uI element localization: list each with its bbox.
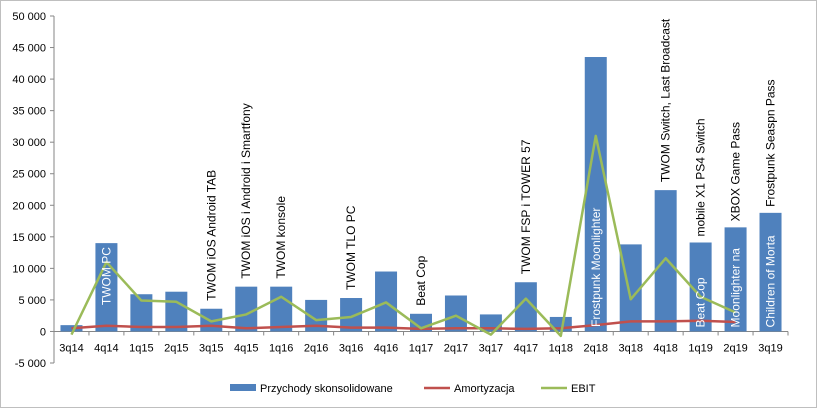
legend-label: EBIT [571, 383, 596, 395]
annotation-label: Children of Morta [764, 235, 778, 327]
annotation-label: Beat Cop [694, 277, 708, 327]
x-tick-label: 1q18 [549, 342, 573, 354]
annotation-label: TWOM PC [99, 247, 113, 305]
axis-layer: -5 000 0 5 000 10 000 15 000 20 000 25 000 30 0… [12, 11, 789, 370]
y-tick-label: 25 000 [12, 169, 46, 181]
series-line [70, 134, 737, 338]
y-tick-label: 15 000 [12, 232, 46, 244]
bar [235, 286, 258, 332]
bar-layer [60, 57, 782, 332]
legend-swatch [230, 384, 256, 391]
x-tick-label: 3q19 [758, 342, 782, 354]
x-tick-label: 1q19 [688, 342, 712, 354]
x-tick-label: 1q15 [129, 342, 153, 354]
x-tick-label: 2q16 [304, 342, 328, 354]
y-tick-label: 30 000 [12, 137, 46, 149]
bar [130, 294, 153, 332]
legend-label: Amortyzacja [454, 383, 515, 395]
y-tick-label: 10 000 [12, 263, 46, 275]
bar [514, 282, 537, 332]
y-tick-label: 40 000 [12, 74, 46, 86]
y-tick-label: 5 000 [18, 295, 46, 307]
x-tick-label: 3q14 [59, 342, 83, 354]
bar [340, 298, 363, 332]
legend: Przychody skonsolidowane Amortyzacja EBIT [230, 383, 596, 395]
annotation-label: Beat Cop [414, 255, 428, 305]
y-tick-label: 20 000 [12, 200, 46, 212]
bar [165, 291, 188, 332]
x-tick-label: 2q18 [584, 342, 608, 354]
annotation-label: TWOM konsole [274, 196, 288, 279]
annotation-layer: TWOM PC TWOM iOS Android TAB TWOM iOS i An… [99, 18, 777, 327]
x-tick-label: 2q17 [444, 342, 468, 354]
annotation-label: TWOM iOS i Android i Smartfony [239, 103, 253, 278]
x-tick-label: 3q16 [339, 342, 363, 354]
bar [270, 286, 293, 332]
x-tick-label: 4q18 [653, 342, 677, 354]
y-tick-label: -5 000 [15, 358, 46, 370]
x-tick-label: 4q14 [94, 342, 118, 354]
y-tick-label: 45 000 [12, 43, 46, 55]
series-line [71, 319, 736, 331]
bar [619, 244, 642, 332]
annotation-label: Moonlighter na [729, 248, 743, 328]
y-tick-label: 0 [40, 326, 46, 338]
annotation-label: TWOM FSP i TOWER 57 [519, 139, 533, 274]
bar [584, 57, 607, 332]
y-tick-label: 50 000 [12, 11, 46, 23]
x-tick-label: 1q17 [409, 342, 433, 354]
annotation-label: Frostpunk Moonlighter [589, 208, 603, 327]
legend-label: Przychody skonsolidowane [260, 383, 393, 395]
bar [654, 190, 677, 332]
x-tick-label: 2q19 [723, 342, 747, 354]
x-tick-label: 4q15 [234, 342, 258, 354]
annotation-label: TWOM iOS Android TAB [204, 170, 218, 301]
x-tick-label: 3q17 [479, 342, 503, 354]
annotation-label: TWOM TLO PC [344, 205, 358, 290]
y-tick-label: 35 000 [12, 106, 46, 118]
x-tick-label: 3q15 [199, 342, 223, 354]
x-tick-label: 4q16 [374, 342, 398, 354]
line-layer [70, 134, 737, 338]
x-tick-label: 1q16 [269, 342, 293, 354]
annotation-label: TWOM Switch, Last Broadcast [659, 18, 673, 182]
bar [444, 295, 467, 332]
bar [759, 212, 782, 332]
bar [724, 227, 747, 332]
x-tick-label: 2q15 [164, 342, 188, 354]
annotation-label: mobile X1 PS4 Switch [694, 118, 708, 236]
annotation-label: XBOX Game Pass [729, 122, 743, 221]
x-tick-label: 4q17 [514, 342, 538, 354]
annotation-label: Frostpunk Seaspn Pass [764, 79, 778, 206]
bar [95, 243, 118, 332]
bar [305, 299, 328, 332]
bar [689, 242, 712, 332]
x-tick-label: 3q18 [618, 342, 642, 354]
